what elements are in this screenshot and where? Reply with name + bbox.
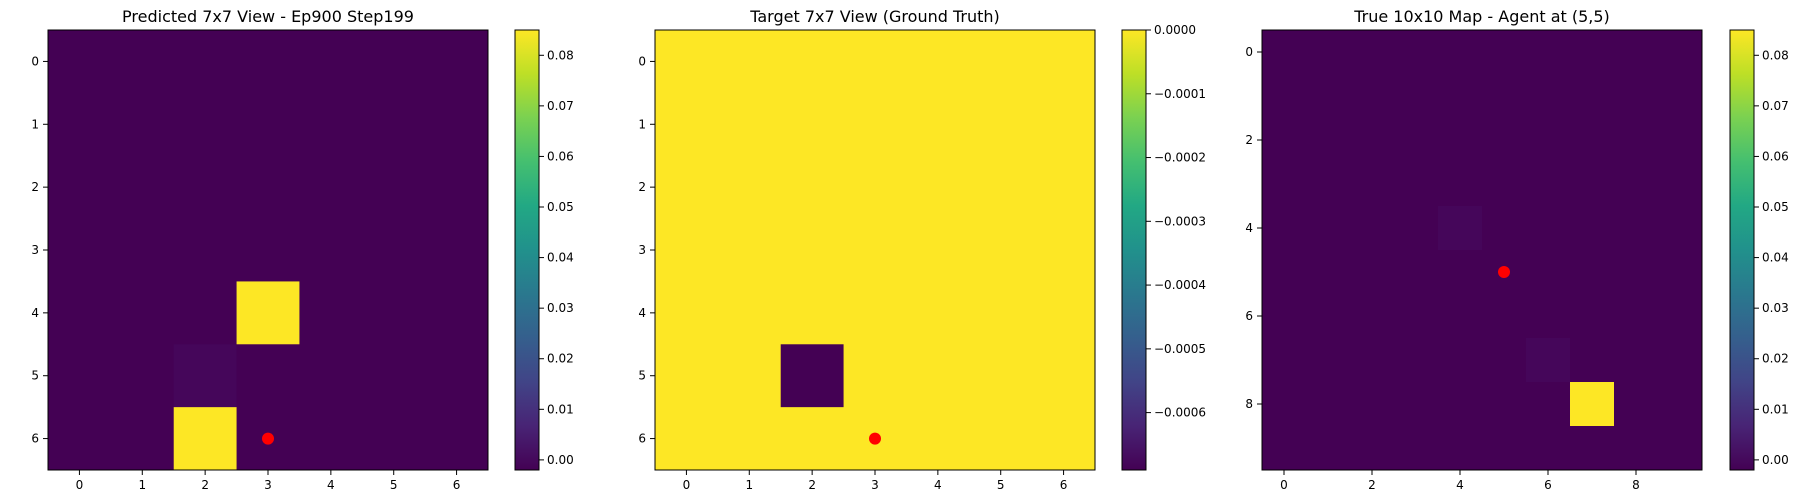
colorbar-tick-label: −0.0004 (1154, 278, 1206, 292)
chart-title: True 10x10 Map - Agent at (5,5) (1353, 7, 1610, 26)
chart-title: Predicted 7x7 View - Ep900 Step199 (122, 7, 414, 26)
colorbar-tick-label: 0.05 (1762, 200, 1789, 214)
heatmap-cell (1438, 206, 1482, 250)
x-tick-label: 4 (934, 478, 942, 492)
heatmap-cell (1570, 382, 1614, 426)
heatmap-panel-1: Predicted 7x7 View - Ep900 Step199 0 1 2 3 4 5… (31, 7, 573, 492)
colorbar-tick-label: 0.00 (1762, 453, 1789, 467)
colorbar-frame (1121, 29, 1147, 471)
colorbar-tick-label: 0.03 (1762, 301, 1789, 315)
x-tick-label: 6 (1544, 478, 1552, 492)
colorbar (1122, 30, 1146, 470)
heatmap-background (48, 30, 488, 470)
x-tick-label: 4 (327, 478, 335, 492)
x-tick-label: 4 (1456, 478, 1464, 492)
axes-frame (1261, 29, 1703, 471)
colorbar-tick-label: 0.06 (547, 149, 574, 163)
y-tick-label: 5 (31, 369, 39, 383)
colorbar-tick-label: 0.02 (1762, 352, 1789, 366)
x-tick-label: 3 (871, 478, 879, 492)
y-tick-label: 4 (31, 306, 39, 320)
x-tick-label: 6 (1060, 478, 1068, 492)
agent-marker (1498, 266, 1510, 278)
y-tick-label: 6 (638, 432, 646, 446)
colorbar-tick-label: 0.08 (1762, 48, 1789, 62)
x-tick-label: 5 (390, 478, 398, 492)
colorbar-tick-label: 0.03 (547, 301, 574, 315)
colorbar-frame (1729, 29, 1755, 471)
y-tick-label: 2 (638, 180, 646, 194)
heatmap-cell (1526, 338, 1570, 382)
x-tick-label: 1 (745, 478, 753, 492)
x-tick-label: 8 (1632, 478, 1640, 492)
y-tick-label: 0 (638, 54, 646, 68)
x-tick-label: 0 (683, 478, 691, 492)
heatmap-cell (780, 344, 844, 408)
colorbar-tick-label: 0.02 (547, 352, 574, 366)
x-tick-label: 2 (1368, 478, 1376, 492)
y-tick-label: 5 (638, 369, 646, 383)
y-tick-label: 8 (1245, 397, 1253, 411)
x-tick-label: 6 (453, 478, 461, 492)
y-tick-label: 0 (31, 54, 39, 68)
colorbar-tick-label: 0.04 (1762, 251, 1789, 265)
y-tick-label: 4 (1245, 221, 1253, 235)
x-tick-label: 3 (264, 478, 272, 492)
chart-title: Target 7x7 View (Ground Truth) (749, 7, 1000, 26)
y-tick-label: 6 (31, 432, 39, 446)
colorbar-tick-label: 0.00 (547, 453, 574, 467)
colorbar-tick-label: 0.0000 (1154, 23, 1196, 37)
colorbar-tick-label: 0.07 (1762, 99, 1789, 113)
heatmap-panel-3: True 10x10 Map - Agent at (5,5) 0 2 4 6 8 0 2 4 6… (1245, 7, 1788, 492)
colorbar (515, 30, 539, 470)
y-tick-label: 1 (31, 117, 39, 131)
y-tick-label: 0 (1245, 45, 1253, 59)
x-tick-label: 5 (997, 478, 1005, 492)
y-tick-label: 4 (638, 306, 646, 320)
colorbar (1730, 30, 1754, 470)
colorbar-tick-label: 0.07 (547, 99, 574, 113)
y-tick-label: 2 (31, 180, 39, 194)
colorbar-tick-label: 0.06 (1762, 149, 1789, 163)
y-tick-label: 1 (638, 117, 646, 131)
y-tick-label: 6 (1245, 309, 1253, 323)
colorbar-tick-label: −0.0003 (1154, 214, 1206, 228)
x-tick-label: 2 (201, 478, 209, 492)
agent-marker (869, 432, 881, 445)
x-tick-label: 1 (138, 478, 146, 492)
colorbar-tick-label: 0.01 (547, 402, 574, 416)
x-tick-label: 0 (76, 478, 84, 492)
heatmap-background (655, 30, 1095, 470)
colorbar-tick-label: 0.01 (1762, 402, 1789, 416)
heatmap-cell (173, 407, 237, 470)
heatmap-cell (236, 281, 300, 345)
colorbar-tick-label: −0.0002 (1154, 151, 1206, 165)
y-tick-label: 3 (31, 243, 39, 257)
agent-marker (262, 432, 274, 445)
colorbar-frame (514, 29, 540, 471)
heatmap-panel-2: Target 7x7 View (Ground Truth) 0 1 2 3 4 5 6 0 1 2… (638, 7, 1206, 492)
colorbar-tick-label: 0.05 (547, 200, 574, 214)
colorbar-tick-label: −0.0001 (1154, 87, 1206, 101)
colorbar-tick-label: −0.0006 (1154, 406, 1206, 420)
colorbar-tick-label: 0.08 (547, 48, 574, 62)
x-tick-label: 0 (1280, 478, 1288, 492)
colorbar-tick-label: −0.0005 (1154, 342, 1206, 356)
y-tick-label: 3 (638, 243, 646, 257)
x-tick-label: 2 (808, 478, 816, 492)
colorbar-tick-label: 0.04 (547, 251, 574, 265)
heatmap-cell (173, 344, 237, 408)
y-tick-label: 2 (1245, 133, 1253, 147)
